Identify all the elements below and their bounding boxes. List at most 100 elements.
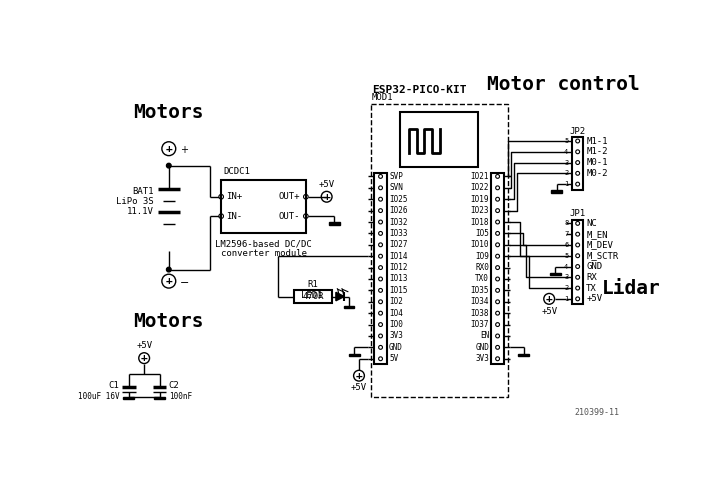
- Text: IO18: IO18: [471, 217, 489, 227]
- Bar: [123, 397, 134, 399]
- Text: +: +: [141, 353, 148, 363]
- Bar: [329, 222, 340, 225]
- Text: 5V: 5V: [389, 354, 398, 363]
- Polygon shape: [336, 292, 344, 301]
- Text: C2: C2: [168, 381, 179, 389]
- Text: M_DEV: M_DEV: [586, 241, 613, 250]
- Text: Motors: Motors: [133, 312, 204, 331]
- Text: +: +: [166, 276, 172, 286]
- Text: C1: C1: [109, 381, 120, 389]
- Text: IO27: IO27: [389, 241, 408, 249]
- Text: NC: NC: [586, 219, 597, 228]
- Bar: [349, 353, 360, 356]
- Text: IO19: IO19: [471, 195, 489, 204]
- Text: 7: 7: [564, 231, 568, 237]
- Text: IO32: IO32: [389, 217, 408, 227]
- Text: ESP32-PICO-KIT: ESP32-PICO-KIT: [372, 85, 467, 95]
- Text: 100nF: 100nF: [168, 392, 192, 401]
- Text: IO5: IO5: [475, 229, 489, 238]
- Text: IO14: IO14: [389, 252, 408, 261]
- Text: 4: 4: [564, 149, 568, 155]
- Text: +: +: [546, 294, 552, 304]
- Text: 210399-11: 210399-11: [575, 408, 619, 416]
- Text: JP2: JP2: [570, 127, 586, 136]
- Text: IO15: IO15: [389, 286, 408, 295]
- Bar: [221, 179, 306, 233]
- Text: EN: EN: [480, 332, 489, 340]
- Text: 4: 4: [564, 264, 568, 269]
- Text: TX0: TX0: [475, 274, 489, 283]
- Bar: [371, 104, 508, 397]
- Text: −: −: [179, 278, 189, 288]
- Text: 5: 5: [564, 138, 568, 144]
- Text: +: +: [356, 371, 362, 381]
- Text: 2: 2: [564, 285, 568, 291]
- Text: M_SCTR: M_SCTR: [586, 251, 618, 260]
- Text: 6: 6: [564, 242, 568, 248]
- Text: M1-1: M1-1: [586, 136, 608, 146]
- Text: 3: 3: [564, 274, 568, 281]
- Text: +: +: [166, 144, 172, 154]
- Bar: [518, 353, 529, 356]
- Text: 100uF 16V: 100uF 16V: [78, 392, 120, 401]
- Text: +5V: +5V: [318, 180, 335, 189]
- Text: +5V: +5V: [136, 341, 152, 350]
- Text: LM2596-based DC/DC: LM2596-based DC/DC: [215, 240, 312, 249]
- Text: IO4: IO4: [389, 308, 403, 318]
- Text: IO10: IO10: [471, 241, 489, 249]
- Text: +5V: +5V: [586, 295, 602, 303]
- Text: Motors: Motors: [133, 103, 204, 121]
- Text: R1: R1: [307, 281, 318, 289]
- Text: OUT-: OUT-: [279, 212, 300, 221]
- Text: IO13: IO13: [389, 274, 408, 283]
- Circle shape: [166, 268, 171, 272]
- Bar: [374, 173, 387, 364]
- Text: 3V3: 3V3: [389, 332, 403, 340]
- Text: IO38: IO38: [471, 308, 489, 318]
- Text: M_EN: M_EN: [586, 229, 608, 239]
- Text: MOD1: MOD1: [372, 94, 394, 103]
- Text: IO25: IO25: [389, 195, 408, 204]
- Text: M0-2: M0-2: [586, 169, 608, 178]
- Text: M0-1: M0-1: [586, 158, 608, 167]
- Text: IO12: IO12: [389, 263, 408, 272]
- Text: 8: 8: [564, 220, 568, 227]
- Text: IO22: IO22: [471, 183, 489, 192]
- Text: 1: 1: [564, 296, 568, 302]
- Text: JP1: JP1: [570, 210, 586, 218]
- Text: GND: GND: [389, 343, 403, 352]
- Text: IO0: IO0: [389, 320, 403, 329]
- Text: +5V: +5V: [351, 383, 367, 392]
- Text: TX: TX: [586, 283, 597, 293]
- Bar: [552, 190, 562, 193]
- Text: SVN: SVN: [389, 183, 403, 192]
- Text: IN+: IN+: [227, 192, 243, 201]
- Text: SVP: SVP: [389, 172, 403, 181]
- Text: +5V: +5V: [541, 307, 557, 316]
- Text: 3: 3: [564, 160, 568, 165]
- Text: 11.1V: 11.1V: [127, 207, 153, 216]
- Text: GND: GND: [475, 343, 489, 352]
- Text: IO9: IO9: [475, 252, 489, 261]
- Text: IO37: IO37: [471, 320, 489, 329]
- Text: IN-: IN-: [227, 212, 243, 221]
- Text: Lidar: Lidar: [601, 279, 660, 297]
- Bar: [550, 273, 561, 275]
- Bar: [343, 306, 354, 308]
- Text: 3V3: 3V3: [475, 354, 489, 363]
- Text: 470R: 470R: [302, 292, 323, 301]
- Text: IO2: IO2: [389, 297, 403, 306]
- Text: RX: RX: [586, 273, 597, 282]
- Bar: [572, 219, 583, 304]
- Text: LiPo 3S: LiPo 3S: [116, 197, 153, 206]
- Bar: [492, 173, 504, 364]
- Text: LED1: LED1: [300, 291, 322, 299]
- Text: IO34: IO34: [471, 297, 489, 306]
- Text: 5: 5: [564, 253, 568, 259]
- Text: BAT1: BAT1: [132, 187, 153, 196]
- Bar: [154, 397, 165, 399]
- Text: Motor control: Motor control: [487, 75, 640, 94]
- Text: 2: 2: [564, 170, 568, 176]
- Text: +: +: [179, 145, 188, 155]
- Text: IO21: IO21: [471, 172, 489, 181]
